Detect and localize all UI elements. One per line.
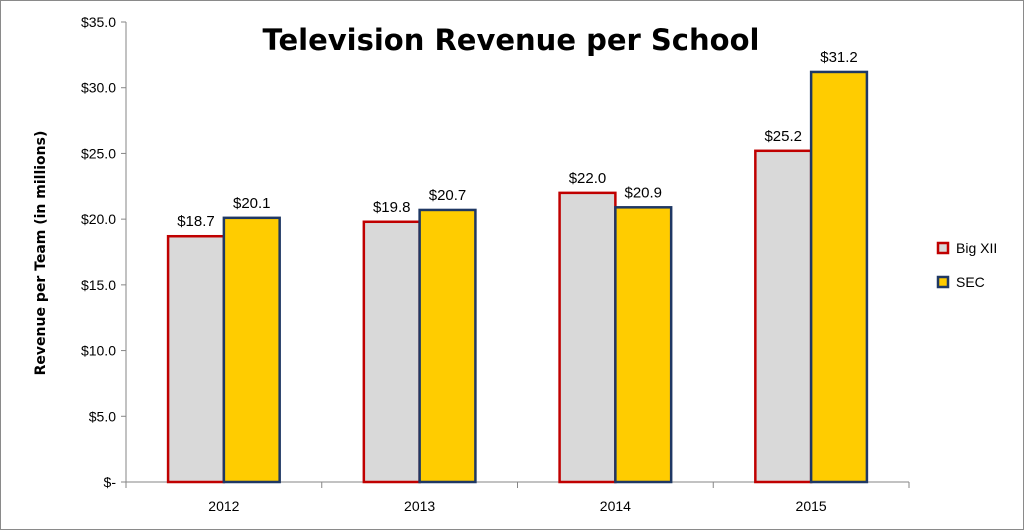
y-tick-label: $15.0 (81, 277, 116, 293)
data-label: $25.2 (764, 128, 802, 145)
plot-area: $- $5.0 $10.0 $15.0 $20.0 $25.0 $30.0 $35.0 $18.… (81, 14, 910, 514)
y-axis-title: Revenue per Team (in millions) (33, 131, 49, 376)
bar-sec-2015 (809, 70, 869, 484)
data-label: $20.7 (429, 187, 467, 204)
chart-title: Television Revenue per School (263, 23, 760, 57)
bar-sec-2013 (418, 208, 477, 484)
data-label: $20.9 (624, 184, 662, 201)
y-tick-label: $30.0 (81, 80, 116, 96)
y-tick-label: $10.0 (81, 343, 116, 359)
legend-swatch-big-xii (936, 241, 950, 255)
bar-sec-2012 (222, 216, 281, 484)
bar-sec-2014 (614, 206, 673, 484)
y-tick-label: $25.0 (81, 145, 116, 161)
legend: Big XII SEC (936, 240, 997, 290)
y-tick-label: $35.0 (81, 14, 116, 30)
bar-big-xii-2015 (754, 149, 813, 484)
legend-swatch-sec (936, 275, 950, 289)
legend-label: Big XII (956, 240, 997, 256)
data-label: $20.1 (233, 195, 271, 212)
bar-big-xii-2012 (166, 234, 226, 484)
x-tick-label: 2013 (404, 498, 435, 514)
y-tick-label: $- (104, 474, 117, 490)
bar-big-xii-2013 (362, 220, 421, 484)
data-label: $22.0 (569, 170, 607, 187)
legend-label: SEC (956, 274, 985, 290)
data-label: $18.7 (177, 213, 215, 230)
bar-big-xii-2014 (558, 191, 617, 484)
y-tick-label: $20.0 (81, 211, 116, 227)
x-tick-label: 2015 (796, 498, 827, 514)
x-tick-label: 2012 (208, 498, 239, 514)
y-tick-label: $5.0 (89, 408, 116, 424)
x-tick-label: 2014 (600, 498, 631, 514)
data-label: $31.2 (820, 49, 858, 66)
data-label: $19.8 (373, 199, 411, 216)
